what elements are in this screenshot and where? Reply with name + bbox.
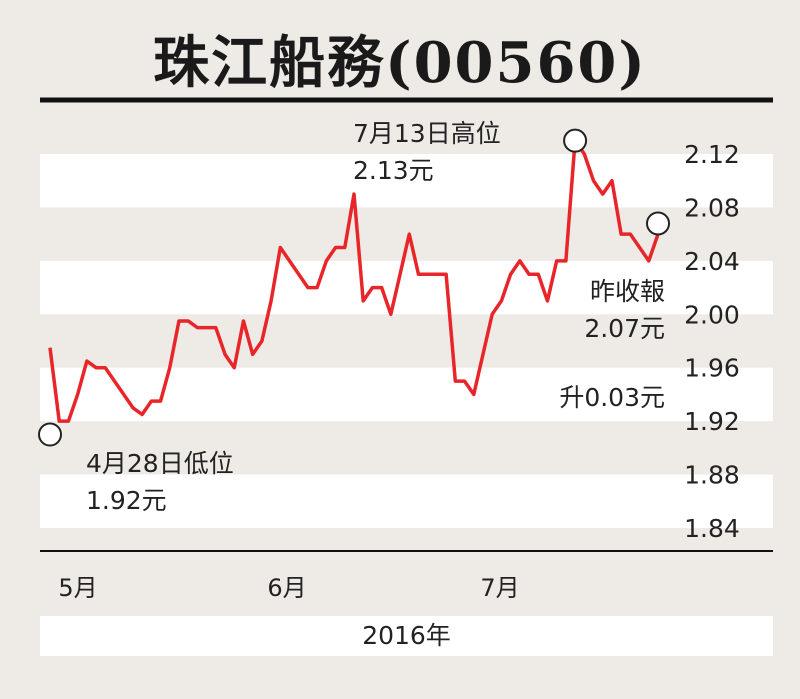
last-marker xyxy=(646,211,670,236)
y-tick-label: 2.08 xyxy=(684,193,740,222)
last-close-annotation: 昨收報 xyxy=(590,277,665,306)
y-axis-ticks: 2.12 2.08 2.04 2.00 1.96 1.92 1.88 1.84 xyxy=(684,140,740,543)
markers xyxy=(38,128,670,447)
low-marker xyxy=(38,422,62,447)
y-tick-label: 1.96 xyxy=(684,354,740,383)
y-tick-label: 2.04 xyxy=(684,247,740,276)
x-axis-label: 2016年 xyxy=(40,616,773,656)
x-tick-label: 5月 xyxy=(58,574,97,602)
price-line xyxy=(48,138,660,423)
grid-band xyxy=(40,154,773,208)
y-tick-label: 2.12 xyxy=(684,140,740,169)
chart-title: 珠江船務(00560) xyxy=(153,30,647,96)
x-tick-label: 7月 xyxy=(480,574,519,602)
low-annotation: 4月28日低位 xyxy=(86,449,234,478)
y-tick-label: 1.84 xyxy=(684,514,740,543)
grid-band xyxy=(40,474,773,528)
x-tick-label: 6月 xyxy=(267,574,306,602)
low-annotation: 1.92元 xyxy=(86,486,167,515)
last-close-annotation: 2.07元 xyxy=(584,314,665,343)
y-tick-label: 1.92 xyxy=(684,407,740,436)
grid-bands xyxy=(40,154,773,528)
high-annotation: 7月13日高位 xyxy=(353,119,501,148)
high-marker xyxy=(563,128,588,153)
y-tick-label: 2.00 xyxy=(684,300,740,329)
grid-band xyxy=(40,260,773,315)
high-annotation: 2.13元 xyxy=(353,156,434,185)
change-annotation: 升0.03元 xyxy=(559,383,665,412)
y-tick-label: 1.88 xyxy=(684,461,740,490)
x-axis-ticks: 5月 6月 7月 xyxy=(58,574,519,602)
